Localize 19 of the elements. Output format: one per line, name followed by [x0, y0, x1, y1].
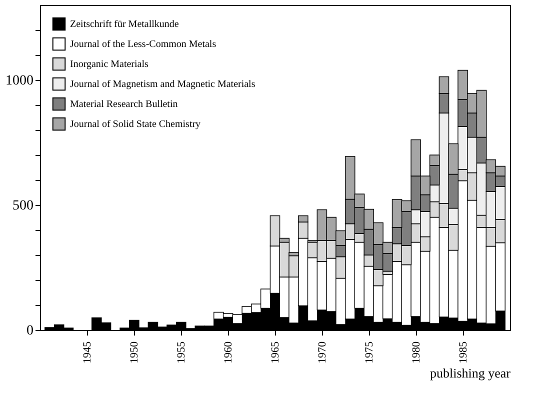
x-tick-label: 1985	[457, 341, 470, 364]
x-tick-label: 1950	[128, 341, 141, 364]
legend-label: Inorganic Materials	[70, 59, 149, 70]
x-tick-label: 1960	[222, 341, 235, 364]
x-tick-label: 1980	[410, 341, 422, 364]
x-axis-title: publishing year	[430, 366, 512, 380]
y-tick-label: 1000	[6, 74, 34, 88]
x-tick-label: 1945	[82, 341, 94, 364]
y-tick-label: 0	[26, 324, 34, 338]
legend-label: Zeitschrift für Metallkunde	[70, 19, 180, 30]
legend-label: Journal of the Less-Common Metals	[70, 39, 216, 50]
x-tick-label: 1965	[270, 341, 282, 364]
y-tick-label: 500	[12, 198, 34, 214]
legend-label: Journal of Magnetism and Magnetic Materials	[70, 79, 256, 90]
x-tick-label: 1970	[316, 341, 328, 364]
legend-label: Material Research Bulletin	[70, 99, 178, 110]
x-tick-label: 1955	[176, 341, 188, 364]
legend-label: Journal of Solid State Chemistry	[70, 119, 201, 130]
x-tick-label: 1975	[363, 341, 376, 364]
